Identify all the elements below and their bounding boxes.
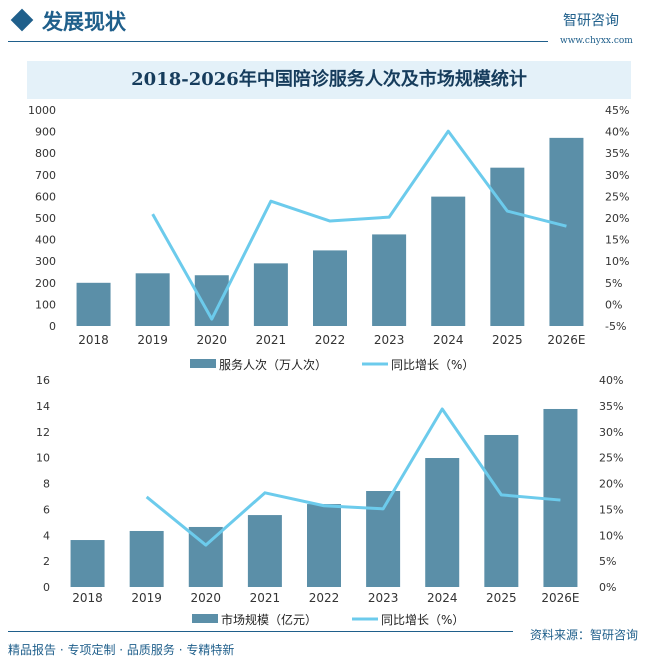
x-axis-tick: 2026E bbox=[541, 591, 579, 605]
logo: 智研咨询 bbox=[563, 13, 619, 29]
left-axis-tick: 2 bbox=[43, 555, 50, 568]
right-axis-tick: 30% bbox=[605, 169, 629, 182]
right-axis-tick: 15% bbox=[599, 503, 623, 516]
bar bbox=[129, 530, 164, 587]
right-axis-tick: 5% bbox=[605, 277, 622, 290]
x-axis-tick: 2021 bbox=[256, 333, 287, 347]
right-axis-tick: 10% bbox=[605, 255, 629, 268]
header-divider bbox=[8, 41, 548, 42]
left-axis-tick: 8 bbox=[43, 478, 50, 491]
left-axis-tick: 12 bbox=[36, 426, 50, 439]
x-axis-tick: 2020 bbox=[191, 591, 222, 605]
left-axis-tick: 600 bbox=[35, 190, 56, 203]
legend-line-label: 同比增长（%） bbox=[391, 358, 474, 372]
left-axis-tick: 1000 bbox=[28, 104, 56, 117]
legend-line-label: 同比增长（%） bbox=[381, 613, 464, 627]
right-axis-tick: 40% bbox=[599, 374, 623, 387]
legend-bar-label: 市场规模（亿元） bbox=[221, 612, 317, 627]
growth-line bbox=[151, 129, 567, 321]
left-axis-tick: 200 bbox=[35, 277, 56, 290]
left-axis-tick: 0 bbox=[43, 581, 50, 594]
bar bbox=[313, 250, 347, 326]
bar bbox=[431, 196, 466, 326]
x-axis-tick: 2023 bbox=[374, 333, 405, 347]
x-axis-tick: 2018 bbox=[72, 591, 103, 605]
left-axis-tick: 400 bbox=[35, 234, 56, 247]
x-axis-tick: 2024 bbox=[427, 591, 458, 605]
right-axis-tick: 10% bbox=[599, 529, 623, 542]
left-axis-tick: 300 bbox=[35, 255, 56, 268]
x-axis-tick: 2026E bbox=[547, 333, 585, 347]
bar bbox=[549, 137, 584, 326]
right-axis-tick: 45% bbox=[605, 104, 629, 117]
x-axis-tick: 2025 bbox=[486, 591, 517, 605]
left-axis-tick: 10 bbox=[36, 452, 50, 465]
left-axis-tick: 700 bbox=[35, 169, 56, 182]
x-axis-tick: 2021 bbox=[250, 591, 281, 605]
source-text: 资料来源：智研咨询 bbox=[530, 628, 639, 642]
x-axis-tick: 2020 bbox=[197, 333, 228, 347]
bar bbox=[253, 263, 288, 326]
right-axis-tick: 30% bbox=[599, 426, 623, 439]
chart-title: 2018-2026年中国陪诊服务人次及市场规模统计 bbox=[27, 61, 631, 99]
bar bbox=[490, 167, 525, 326]
left-axis-tick: 0 bbox=[49, 320, 56, 333]
legend-bar-swatch bbox=[190, 359, 216, 368]
right-axis-tick: 25% bbox=[605, 190, 629, 203]
x-axis-tick: 2023 bbox=[368, 591, 399, 605]
left-axis-tick: 6 bbox=[43, 503, 50, 516]
bar bbox=[425, 458, 460, 587]
bar bbox=[366, 491, 401, 587]
right-axis-tick: 25% bbox=[599, 452, 623, 465]
right-axis-tick: 35% bbox=[605, 147, 629, 160]
bar bbox=[135, 273, 170, 326]
x-axis-tick: 2024 bbox=[433, 333, 464, 347]
legend-bar-label: 服务人次（万人次） bbox=[219, 357, 327, 372]
x-axis-tick: 2022 bbox=[309, 591, 340, 605]
bar bbox=[307, 504, 341, 587]
left-axis-tick: 14 bbox=[36, 400, 50, 413]
right-axis-tick: 15% bbox=[605, 234, 629, 247]
right-axis-tick: 5% bbox=[599, 555, 616, 568]
legend-bar-swatch bbox=[192, 614, 218, 623]
right-axis-tick: 20% bbox=[599, 478, 623, 491]
x-axis-tick: 2018 bbox=[78, 333, 109, 347]
bar bbox=[247, 515, 282, 587]
bar bbox=[70, 540, 105, 587]
left-axis-tick: 500 bbox=[35, 212, 56, 225]
left-axis-tick: 900 bbox=[35, 126, 56, 139]
x-axis-tick: 2019 bbox=[137, 333, 168, 347]
slogan-text: 精品报告 · 专项定制 · 品质服务 · 专精特新 bbox=[8, 643, 235, 657]
x-axis-tick: 2025 bbox=[492, 333, 523, 347]
x-axis-tick: 2019 bbox=[131, 591, 162, 605]
right-axis-tick: -5% bbox=[605, 320, 626, 333]
left-axis-tick: 4 bbox=[43, 529, 50, 542]
right-axis-tick: 0% bbox=[605, 298, 622, 311]
left-axis-tick: 100 bbox=[35, 298, 56, 311]
bar bbox=[76, 282, 111, 326]
bar bbox=[484, 434, 519, 587]
logo-url: www.chyxx.com bbox=[560, 36, 633, 46]
left-axis-tick: 16 bbox=[36, 374, 50, 387]
left-axis-tick: 800 bbox=[35, 147, 56, 160]
x-axis-tick: 2022 bbox=[315, 333, 346, 347]
footer-divider bbox=[8, 631, 513, 632]
right-axis-tick: 40% bbox=[605, 126, 629, 139]
bar bbox=[372, 234, 407, 326]
growth-line bbox=[145, 407, 561, 547]
right-axis-tick: 20% bbox=[605, 212, 629, 225]
section-title: 发展现状 bbox=[42, 10, 126, 34]
right-axis-tick: 35% bbox=[599, 400, 623, 413]
right-axis-tick: 0% bbox=[599, 581, 616, 594]
